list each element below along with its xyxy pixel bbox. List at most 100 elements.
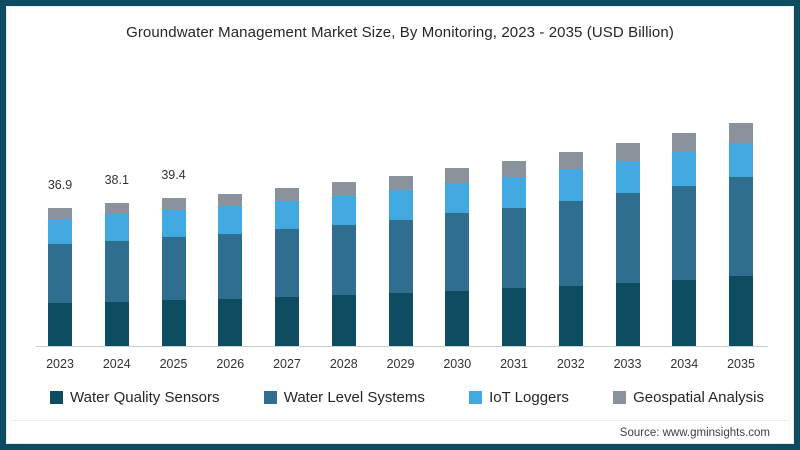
segment-2034-water-level-systems bbox=[672, 185, 697, 280]
x-axis-label-2025: 2025 bbox=[159, 357, 188, 371]
segment-2025-water-level-systems bbox=[161, 236, 186, 301]
segment-2029-geospatial-analysis bbox=[388, 176, 413, 191]
segment-2026-geospatial-analysis bbox=[218, 193, 243, 207]
x-axis-label-2027: 2027 bbox=[273, 357, 301, 371]
segment-2031-iot-loggers bbox=[502, 176, 526, 208]
bar-2033 bbox=[615, 96, 640, 346]
bar-value-label-2023: 36.9 bbox=[47, 177, 73, 192]
segment-2035-iot-loggers bbox=[729, 142, 753, 177]
segment-2024-geospatial-analysis bbox=[104, 203, 129, 215]
segment-2033-water-level-systems bbox=[615, 193, 640, 283]
legend-label: Water Level Systems bbox=[283, 389, 425, 406]
legend-swatch-icon bbox=[263, 391, 277, 404]
legend-item-iot-loggers: IoT Loggers bbox=[469, 389, 569, 406]
segment-2029-iot-loggers bbox=[388, 190, 413, 220]
legend-label: Geospatial Analysis bbox=[633, 389, 764, 406]
segment-2025-geospatial-analysis bbox=[161, 198, 186, 210]
x-axis-label-2028: 2028 bbox=[329, 357, 358, 371]
bar-2029 bbox=[388, 96, 413, 346]
bar-2030 bbox=[445, 96, 470, 346]
bar-2024: 38.1 bbox=[105, 96, 129, 346]
segment-2030-iot-loggers bbox=[445, 182, 470, 214]
segment-2029-water-level-systems bbox=[388, 220, 413, 293]
x-axis-label-2031: 2031 bbox=[500, 357, 528, 371]
segment-2023-water-quality-sensors bbox=[48, 303, 72, 346]
segment-2035-water-quality-sensors bbox=[729, 276, 753, 346]
x-axis-labels: 2023 2024 2025 2026 2027 2028 2029 2030 2031 2032… bbox=[33, 357, 768, 371]
segment-2030-water-quality-sensors bbox=[445, 290, 470, 346]
segment-2034-iot-loggers bbox=[672, 152, 697, 186]
x-axis-label-2029: 2029 bbox=[386, 357, 415, 371]
segment-2033-water-quality-sensors bbox=[615, 282, 640, 346]
source-attribution: Source: www.gminsights.com bbox=[619, 426, 770, 439]
x-axis-label-2032: 2032 bbox=[556, 357, 585, 371]
chart-title: Groundwater Management Market Size, By M… bbox=[126, 24, 674, 41]
segment-2025-water-quality-sensors bbox=[161, 300, 186, 346]
bar-2023: 36.9 bbox=[48, 96, 72, 346]
segment-2030-water-level-systems bbox=[445, 213, 470, 291]
legend-label: Water Quality Sensors bbox=[70, 389, 220, 406]
bar-2027 bbox=[275, 96, 299, 346]
segment-2025-iot-loggers bbox=[161, 209, 186, 237]
segment-2024-water-level-systems bbox=[104, 240, 129, 302]
bar-value-label-2024: 38.1 bbox=[104, 173, 129, 188]
segment-2028-water-quality-sensors bbox=[331, 295, 356, 346]
segment-2024-water-quality-sensors bbox=[104, 301, 129, 346]
bar-2025: 39.4 bbox=[161, 96, 186, 346]
bar-2028 bbox=[331, 96, 356, 346]
segment-2023-water-level-systems bbox=[48, 244, 72, 304]
bar-chart-plot-area: 36.9 38.1 39.4 bbox=[48, 96, 753, 346]
segment-2029-water-quality-sensors bbox=[388, 292, 413, 346]
segment-2031-water-level-systems bbox=[502, 207, 526, 289]
segment-2032-iot-loggers bbox=[558, 168, 583, 201]
segment-2028-iot-loggers bbox=[331, 195, 356, 225]
segment-2031-geospatial-analysis bbox=[502, 160, 526, 177]
x-axis-label-2033: 2033 bbox=[613, 357, 642, 371]
x-axis-label-2034: 2034 bbox=[670, 357, 699, 371]
bar-2034 bbox=[672, 96, 697, 346]
segment-2027-water-quality-sensors bbox=[275, 296, 299, 346]
legend-item-geospatial-analysis: Geospatial Analysis bbox=[613, 389, 764, 406]
segment-2027-geospatial-analysis bbox=[275, 188, 299, 202]
segment-2024-iot-loggers bbox=[104, 214, 129, 241]
chart-footer: Source: www.gminsights.com bbox=[12, 420, 788, 444]
segment-2032-water-quality-sensors bbox=[558, 285, 583, 346]
segment-2027-iot-loggers bbox=[275, 201, 299, 230]
segment-2033-geospatial-analysis bbox=[615, 143, 640, 161]
segment-2033-iot-loggers bbox=[615, 160, 640, 194]
bar-2035 bbox=[729, 96, 753, 346]
legend-swatch-icon bbox=[50, 391, 63, 404]
chart-legend: Water Quality Sensors Water Level Systems… bbox=[50, 389, 764, 406]
segment-2032-geospatial-analysis bbox=[558, 151, 583, 169]
bar-2031 bbox=[502, 96, 526, 346]
x-axis-label-2024: 2024 bbox=[102, 357, 131, 371]
legend-swatch-icon bbox=[469, 391, 483, 404]
segment-2027-water-level-systems bbox=[275, 229, 299, 297]
bar-value-label-2025: 39.4 bbox=[161, 168, 186, 183]
segment-2028-geospatial-analysis bbox=[331, 182, 356, 196]
segment-2028-water-level-systems bbox=[331, 224, 356, 295]
legend-item-water-level-systems: Water Level Systems bbox=[263, 389, 425, 406]
segment-2032-water-level-systems bbox=[558, 200, 583, 286]
segment-2035-geospatial-analysis bbox=[729, 122, 753, 143]
legend-item-water-quality-sensors: Water Quality Sensors bbox=[50, 389, 220, 406]
x-axis-line bbox=[36, 346, 768, 347]
segment-2026-water-quality-sensors bbox=[218, 298, 243, 346]
bar-2026 bbox=[218, 96, 243, 346]
x-axis-label-2023: 2023 bbox=[46, 357, 74, 371]
x-axis-label-2030: 2030 bbox=[443, 357, 472, 371]
segment-2023-iot-loggers bbox=[48, 218, 72, 245]
bar-2032 bbox=[558, 96, 583, 346]
x-axis-label-2026: 2026 bbox=[216, 357, 245, 371]
segment-2026-iot-loggers bbox=[218, 206, 243, 234]
segment-2031-water-quality-sensors bbox=[502, 288, 526, 346]
x-axis-label-2035: 2035 bbox=[727, 357, 755, 371]
legend-label: IoT Loggers bbox=[489, 389, 569, 406]
segment-2034-geospatial-analysis bbox=[672, 133, 697, 153]
segment-2034-water-quality-sensors bbox=[672, 279, 697, 346]
segment-2035-water-level-systems bbox=[729, 176, 753, 277]
segment-2030-geospatial-analysis bbox=[445, 167, 470, 183]
segment-2026-water-level-systems bbox=[218, 233, 243, 299]
legend-swatch-icon bbox=[613, 391, 627, 404]
